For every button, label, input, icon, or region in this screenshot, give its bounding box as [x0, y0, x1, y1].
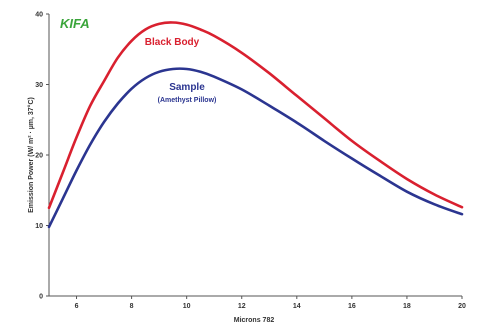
x-tick-label: 18: [403, 303, 411, 310]
x-axis-title: Microns 782: [234, 317, 275, 324]
x-tick-label: 16: [348, 303, 356, 310]
series-lines: [47, 21, 464, 229]
y-tick-label: 0: [39, 294, 43, 301]
ticks: 6 8 10 12 14 16 18 20 0 10 20 30 40: [35, 12, 466, 311]
x-tick-label: 8: [130, 303, 134, 310]
y-tick-label: 20: [35, 153, 43, 160]
series-label-sample: Sample: [169, 82, 205, 93]
y-tick-label: 40: [35, 12, 43, 19]
brand-logo: KIFA: [60, 16, 90, 31]
axes: [48, 14, 462, 297]
series-line-sample: [47, 67, 464, 229]
series-line-black-body: [47, 21, 464, 210]
x-tick-label: 6: [75, 303, 79, 310]
x-tick-label: 10: [183, 303, 191, 310]
y-tick-label: 10: [35, 223, 43, 230]
series-label-black-body: Black Body: [145, 37, 200, 48]
x-tick-label: 20: [458, 303, 466, 310]
y-tick-label: 30: [35, 82, 43, 89]
x-tick-label: 12: [238, 303, 246, 310]
y-axis-title: Emission Power (W/ m² · µm, 37°C): [27, 97, 35, 213]
series-sublabel-sample: (Amethyst Pillow): [158, 97, 217, 104]
x-tick-label: 14: [293, 303, 301, 310]
